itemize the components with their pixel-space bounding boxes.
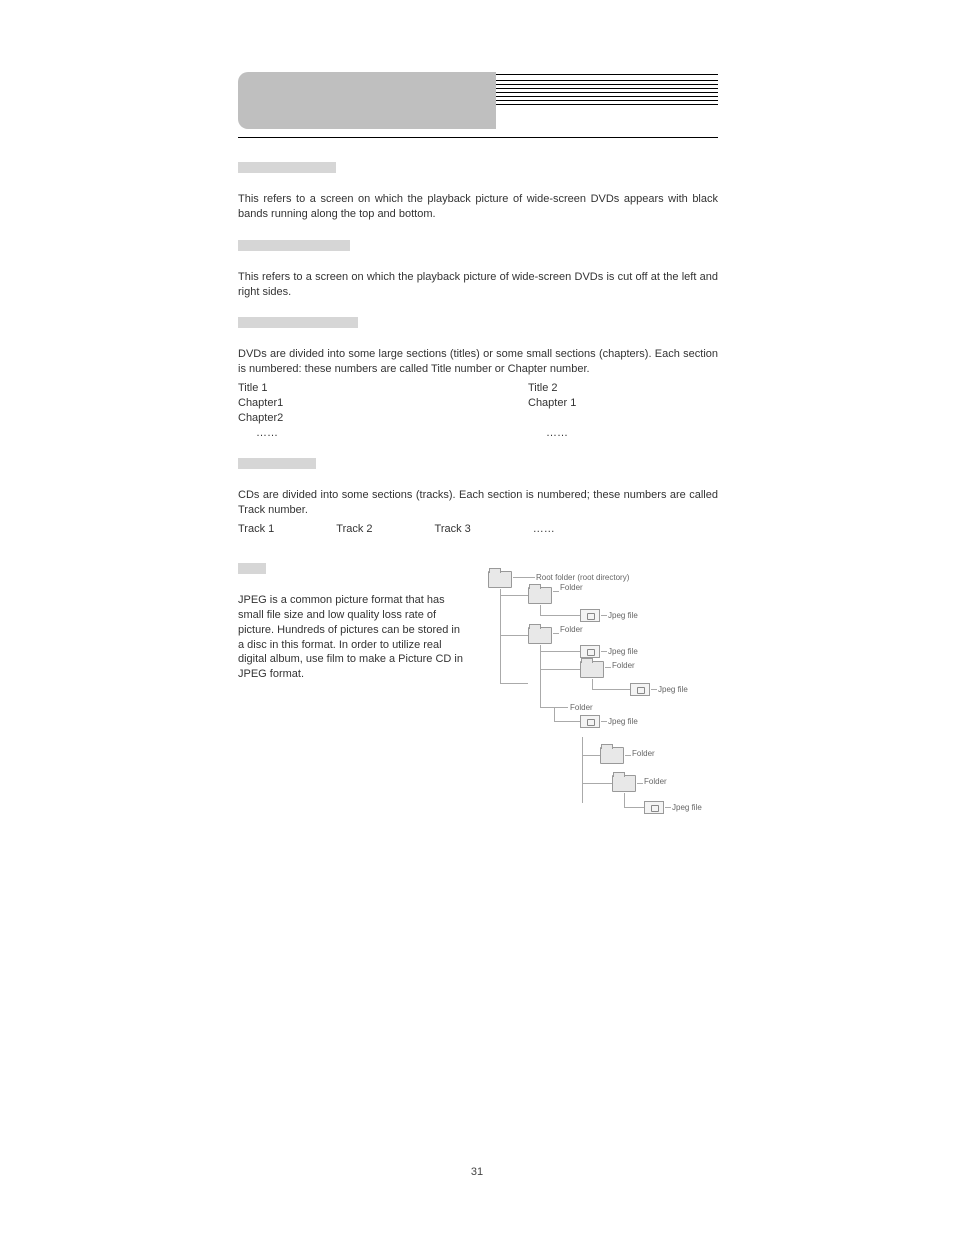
jpeg-file-label: Jpeg file <box>608 647 638 656</box>
jpeg-file-icon <box>630 683 650 696</box>
title-col-left: Title 1 Chapter1 Chapter2 …… <box>238 381 528 440</box>
title-col-right: Title 2 Chapter 1 …… <box>528 381 718 440</box>
root-folder-icon <box>488 571 512 588</box>
jpeg-folder-diagram: Root folder (root directory) Folder Jpeg… <box>482 567 718 817</box>
folder-icon <box>612 775 636 792</box>
jpeg-body: JPEG is a common picture format that has… <box>238 593 468 682</box>
section-heading-track <box>238 458 316 469</box>
ellipsis-left: …… <box>238 426 528 441</box>
section-heading-panscan <box>238 240 350 251</box>
folder-label: Folder <box>560 583 583 592</box>
chapter2-label: Chapter2 <box>238 411 528 426</box>
jpeg-file-label: Jpeg file <box>658 685 688 694</box>
jpeg-file-icon <box>580 715 600 728</box>
folder-icon <box>600 747 624 764</box>
section-heading-letterbox <box>238 162 336 173</box>
page-content: This refers to a screen on which the pla… <box>238 72 718 817</box>
track-body: CDs are divided into some sections (trac… <box>238 488 718 518</box>
letterbox-body: This refers to a screen on which the pla… <box>238 192 718 222</box>
panscan-body: This refers to a screen on which the pla… <box>238 270 718 300</box>
folder-label: Folder <box>560 625 583 634</box>
track1-label: Track 1 <box>238 522 274 537</box>
title1-label: Title 1 <box>238 381 528 396</box>
track-ellipsis: …… <box>533 522 555 537</box>
track3-label: Track 3 <box>435 522 471 537</box>
track2-label: Track 2 <box>336 522 372 537</box>
folder-label: Folder <box>632 749 655 758</box>
jpeg-file-icon <box>644 801 664 814</box>
jpeg-file-label: Jpeg file <box>608 717 638 726</box>
jpeg-file-label: Jpeg file <box>608 611 638 620</box>
chapter1b-label: Chapter 1 <box>528 396 718 411</box>
header-row <box>238 72 718 129</box>
folder-icon <box>528 587 552 604</box>
chapter1-label: Chapter1 <box>238 396 528 411</box>
title-chapter-columns: Title 1 Chapter1 Chapter2 …… Title 2 Cha… <box>238 381 718 440</box>
jpeg-file-label: Jpeg file <box>672 803 702 812</box>
jpeg-file-icon <box>580 609 600 622</box>
folder-label: Folder <box>570 703 593 712</box>
track-row: Track 1 Track 2 Track 3 …… <box>238 522 718 537</box>
titlechapter-body: DVDs are divided into some large section… <box>238 347 718 377</box>
header-divider <box>238 137 718 138</box>
folder-icon <box>528 627 552 644</box>
jpeg-file-icon <box>580 645 600 658</box>
section-heading-title-chapter <box>238 317 358 328</box>
page-number: 31 <box>0 1166 954 1178</box>
folder-label: Folder <box>644 777 667 786</box>
folder-icon <box>580 661 604 678</box>
jpeg-row: JPEG is a common picture format that has… <box>238 593 718 817</box>
folder-label: Folder <box>612 661 635 670</box>
section-heading-jpeg <box>238 563 266 574</box>
header-title-box <box>238 72 496 129</box>
ellipsis-right: …… <box>528 426 718 441</box>
header-rule-lines <box>496 72 718 105</box>
title2-label: Title 2 <box>528 381 718 396</box>
root-folder-label: Root folder (root directory) <box>536 573 629 582</box>
